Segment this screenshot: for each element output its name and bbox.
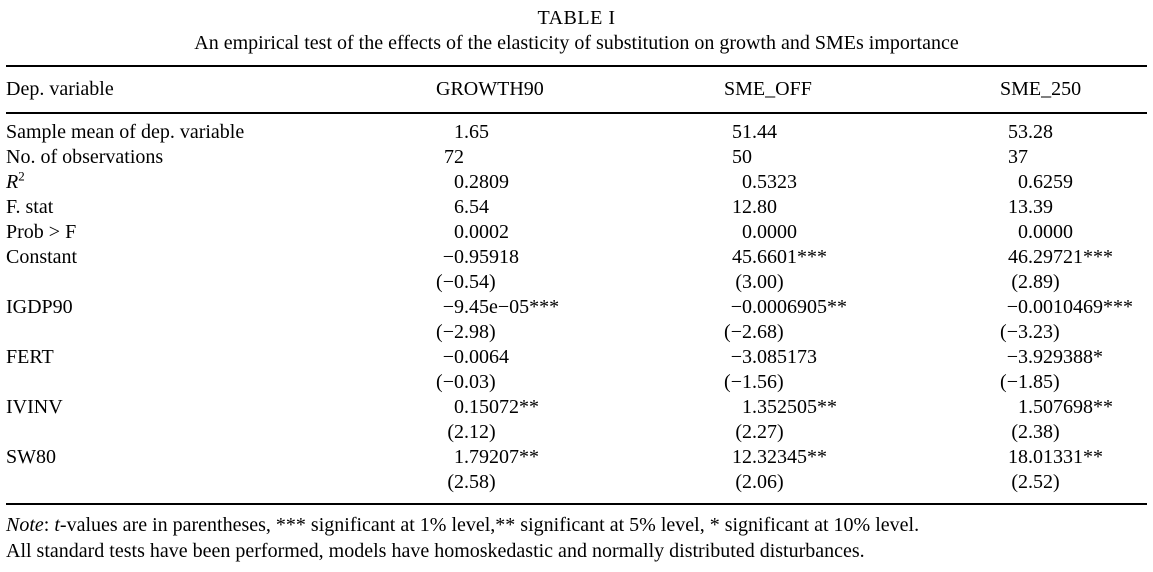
note-line-2: All standard tests have been performed, … xyxy=(6,540,865,562)
row-label: R2 xyxy=(6,168,25,193)
row-label: FERT xyxy=(6,346,54,368)
value-cell: (2.89) xyxy=(1011,271,1060,293)
column-header-growth90: GROWTH90 xyxy=(436,66,724,114)
value-cell: −9.45e−05*** xyxy=(442,296,560,318)
table-row: (−0.54) (3.00) (2.89) xyxy=(6,270,1147,295)
value-cell: −0.95918 xyxy=(442,246,519,268)
table-row: Constant −0.95918 45.6601*** 46.29721*** xyxy=(6,245,1147,270)
value-cell: (2.27) xyxy=(735,421,784,443)
column-header-sme-off: SME_OFF xyxy=(724,66,1000,114)
value-cell: (−1.85) xyxy=(1000,371,1060,393)
table-row: (−0.03) (−1.56) (−1.85) xyxy=(6,370,1147,395)
table-body: Sample mean of dep. variable 1.65 51.44 53.… xyxy=(6,113,1147,504)
value-cell: −0.0006905** xyxy=(730,296,847,318)
value-cell: 18.01331** xyxy=(1008,446,1103,468)
value-cell: (2.52) xyxy=(1011,471,1060,493)
table-note: Note: t-values are in parentheses, *** s… xyxy=(6,512,1147,564)
value-cell: (−2.68) xyxy=(724,321,784,343)
value-cell: 0.15072** xyxy=(454,396,539,418)
header-row: Dep. variable GROWTH90 SME_OFF SME_250 xyxy=(6,66,1147,114)
note-label: Note xyxy=(6,514,44,536)
table-row: No. of observations 72 50 37 xyxy=(6,145,1147,170)
value-cell: −3.929388* xyxy=(1006,346,1103,368)
value-cell: 12.32345** xyxy=(732,446,827,468)
row-label: IGDP90 xyxy=(6,296,73,318)
table-row: Sample mean of dep. variable 1.65 51.44 53.… xyxy=(6,113,1147,145)
value-cell: (−2.98) xyxy=(436,321,496,343)
table-row: F. stat 6.54 12.80 13.39 xyxy=(6,195,1147,220)
value-cell: (2.06) xyxy=(735,471,784,493)
value-cell: 53.28 xyxy=(1008,121,1053,143)
value-cell: 0.6259 xyxy=(1018,171,1073,193)
value-cell: 6.54 xyxy=(454,196,489,218)
table-row: (−2.98) (−2.68) (−3.23) xyxy=(6,320,1147,345)
table-title: TABLE I xyxy=(537,7,616,29)
column-header-dep-variable: Dep. variable xyxy=(6,66,436,114)
row-label: No. of observations xyxy=(6,146,164,168)
column-header-sme-250: SME_250 xyxy=(1000,66,1147,114)
table-row: Prob > F 0.0002 0.0000 0.0000 xyxy=(6,220,1147,245)
row-label xyxy=(6,470,436,504)
value-cell: (2.38) xyxy=(1011,421,1060,443)
table-row: SW80 1.79207** 12.32345** 18.01331** xyxy=(6,445,1147,470)
row-label xyxy=(6,270,436,295)
row-label: SW80 xyxy=(6,446,56,468)
value-cell: (−1.56) xyxy=(724,371,784,393)
value-cell: 0.5323 xyxy=(742,171,797,193)
note-line-1: Note: t-values are in parentheses, *** s… xyxy=(6,512,1147,538)
note-separator: : xyxy=(43,514,55,536)
table-row: R2 0.2809 0.5323 0.6259 xyxy=(6,168,1147,195)
value-cell: 46.29721*** xyxy=(1008,246,1113,268)
value-cell: 12.80 xyxy=(732,196,777,218)
row-label xyxy=(6,370,436,395)
value-cell: (−0.03) xyxy=(436,371,496,393)
results-table: Dep. variable GROWTH90 SME_OFF SME_250 S… xyxy=(6,65,1147,505)
table-row: (2.12) (2.27) (2.38) xyxy=(6,420,1147,445)
value-cell: −0.0010469*** xyxy=(1006,296,1133,318)
value-cell: (−0.54) xyxy=(436,271,496,293)
value-cell: 1.65 xyxy=(454,121,489,143)
value-cell: −0.0064 xyxy=(442,346,509,368)
row-label: F. stat xyxy=(6,196,54,218)
row-label xyxy=(6,320,436,345)
row-label: Sample mean of dep. variable xyxy=(6,121,245,143)
row-label: Prob > F xyxy=(6,221,77,243)
table-row: IVINV 0.15072** 1.352505** 1.507698** xyxy=(6,395,1147,420)
value-cell: 0.0000 xyxy=(742,221,797,243)
value-cell: 0.0002 xyxy=(454,221,509,243)
value-cell: −3.085173 xyxy=(730,346,817,368)
value-cell: (3.00) xyxy=(735,271,784,293)
table-row: FERT −0.0064 −3.085173 −3.929388* xyxy=(6,345,1147,370)
value-cell: (−3.23) xyxy=(1000,321,1060,343)
value-cell: 72 xyxy=(444,146,464,168)
value-cell: 0.0000 xyxy=(1018,221,1073,243)
value-cell: 13.39 xyxy=(1008,196,1053,218)
row-label xyxy=(6,420,436,445)
table-row: IGDP90 −9.45e−05*** −0.0006905** −0.0010469… xyxy=(6,295,1147,320)
value-cell: (2.58) xyxy=(447,471,496,493)
table-subtitle: An empirical test of the effects of the … xyxy=(194,32,959,54)
note-significance-text: -values are in parentheses, *** signific… xyxy=(59,514,920,536)
row-label: IVINV xyxy=(6,396,63,418)
value-cell: 51.44 xyxy=(732,121,777,143)
note-t-symbol: t xyxy=(54,514,60,536)
table-row: (2.58) (2.06) (2.52) xyxy=(6,470,1147,504)
row-label: Constant xyxy=(6,246,78,268)
value-cell: 37 xyxy=(1008,146,1028,168)
value-cell: 1.507698** xyxy=(1018,396,1113,418)
superscript: 2 xyxy=(18,168,25,184)
value-cell: (2.12) xyxy=(447,421,496,443)
value-cell: 50 xyxy=(732,146,752,168)
value-cell: 45.6601*** xyxy=(732,246,827,268)
value-cell: 1.79207** xyxy=(454,446,539,468)
value-cell: 1.352505** xyxy=(742,396,837,418)
value-cell: 0.2809 xyxy=(454,171,509,193)
